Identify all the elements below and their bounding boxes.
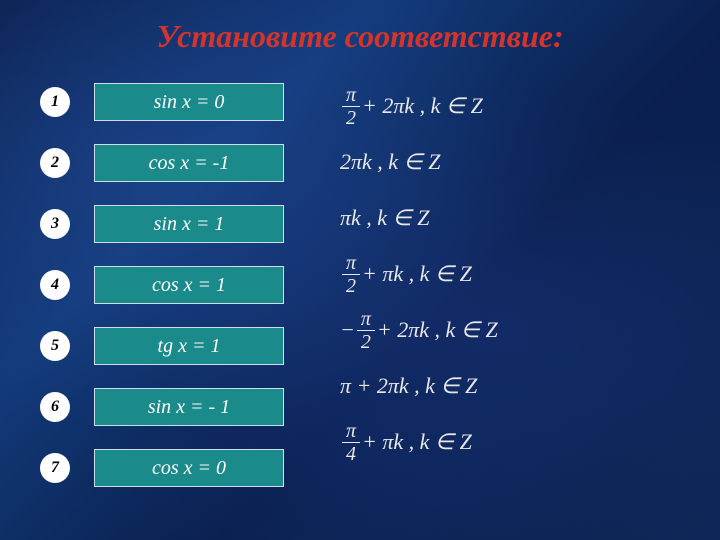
badge-1: 1	[40, 87, 70, 117]
answer-5[interactable]: − π 2 + 2πk , k ∈ Z	[340, 302, 498, 358]
equation-row: 1 sin x = 0	[40, 80, 284, 124]
frac-num: π	[342, 421, 360, 443]
equation-row: 5 tg x = 1	[40, 324, 284, 368]
equation-box-7[interactable]: cos x = 0	[94, 449, 284, 487]
answer-3[interactable]: πk , k ∈ Z	[340, 190, 498, 246]
answer-rest: πk , k ∈ Z	[340, 205, 429, 231]
frac-den: 4	[342, 443, 360, 464]
equation-row: 4 cos x = 1	[40, 263, 284, 307]
answer-1[interactable]: π 2 + 2πk , k ∈ Z	[340, 78, 498, 134]
fraction-icon: π 4	[342, 421, 360, 464]
equation-box-3[interactable]: sin x = 1	[94, 205, 284, 243]
badge-6: 6	[40, 392, 70, 422]
equation-row: 2 cos x = -1	[40, 141, 284, 185]
badge-4: 4	[40, 270, 70, 300]
answer-2[interactable]: 2πk , k ∈ Z	[340, 134, 498, 190]
answers-column: π 2 + 2πk , k ∈ Z 2πk , k ∈ Z πk , k ∈ Z…	[340, 78, 498, 470]
answer-rest: π + 2πk , k ∈ Z	[340, 373, 477, 399]
answer-prefix: −	[340, 317, 355, 343]
fraction-icon: π 2	[342, 85, 360, 128]
equation-box-1[interactable]: sin x = 0	[94, 83, 284, 121]
answer-7[interactable]: π 4 + πk , k ∈ Z	[340, 414, 498, 470]
badge-5: 5	[40, 331, 70, 361]
equation-row: 6 sin x = - 1	[40, 385, 284, 429]
frac-den: 2	[342, 107, 360, 128]
equations-column: 1 sin x = 0 2 cos x = -1 3 sin x = 1 4 c…	[40, 80, 284, 507]
frac-den: 2	[357, 331, 375, 352]
answer-rest: + 2πk , k ∈ Z	[362, 93, 483, 119]
answer-4[interactable]: π 2 + πk , k ∈ Z	[340, 246, 498, 302]
answer-rest: + 2πk , k ∈ Z	[377, 317, 498, 343]
frac-num: π	[342, 253, 360, 275]
answer-rest: + πk , k ∈ Z	[362, 429, 472, 455]
fraction-icon: π 2	[357, 309, 375, 352]
equation-row: 3 sin x = 1	[40, 202, 284, 246]
frac-den: 2	[342, 275, 360, 296]
equation-box-4[interactable]: cos x = 1	[94, 266, 284, 304]
fraction-icon: π 2	[342, 253, 360, 296]
answer-6[interactable]: π + 2πk , k ∈ Z	[340, 358, 498, 414]
equation-row: 7 cos x = 0	[40, 446, 284, 490]
frac-num: π	[342, 85, 360, 107]
equation-box-5[interactable]: tg x = 1	[94, 327, 284, 365]
equation-box-2[interactable]: cos x = -1	[94, 144, 284, 182]
answer-rest: + πk , k ∈ Z	[362, 261, 472, 287]
badge-2: 2	[40, 148, 70, 178]
equation-box-6[interactable]: sin x = - 1	[94, 388, 284, 426]
badge-3: 3	[40, 209, 70, 239]
frac-num: π	[357, 309, 375, 331]
page-title: Установите соответствие:	[0, 18, 720, 55]
badge-7: 7	[40, 453, 70, 483]
answer-rest: 2πk , k ∈ Z	[340, 149, 440, 175]
